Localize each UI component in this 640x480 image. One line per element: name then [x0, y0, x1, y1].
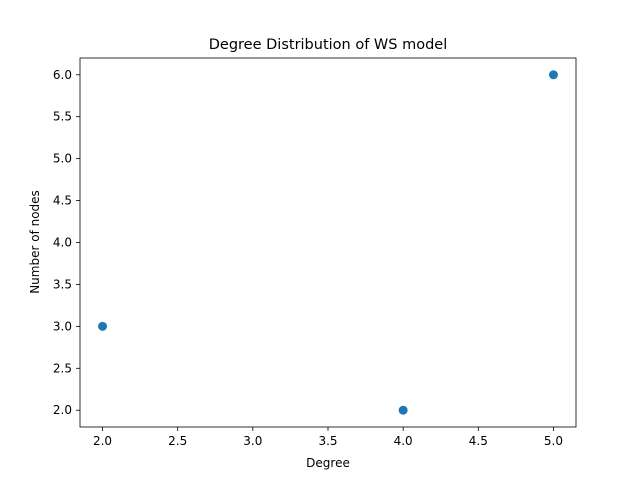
y-tick-label: 5.0 — [53, 152, 72, 166]
axes-frame — [79, 57, 577, 428]
x-tick-label: 3.0 — [243, 434, 262, 448]
x-tick-label: 3.5 — [318, 434, 337, 448]
x-tick-label: 4.0 — [394, 434, 413, 448]
x-tick-label: 2.0 — [93, 434, 112, 448]
y-tick-label: 3.5 — [53, 277, 72, 291]
data-point — [398, 405, 408, 415]
data-point — [98, 321, 108, 331]
y-tick-label: 2.5 — [53, 361, 72, 375]
x-axis-label: Degree — [306, 456, 350, 470]
x-tick-label: 4.5 — [469, 434, 488, 448]
x-tick-label: 5.0 — [544, 434, 563, 448]
chart-title: Degree Distribution of WS model — [209, 37, 447, 53]
plot-area: 2.0 2.5 3.0 3.5 4.0 4.5 5.0 2.0 2.5 3.0 3.5 4.0 4.5 5… — [53, 57, 577, 448]
y-tick-label: 3.0 — [53, 319, 72, 333]
y-tick-label: 2.0 — [53, 403, 72, 417]
y-tick-label: 4.0 — [53, 236, 72, 250]
data-point — [548, 70, 558, 80]
x-tick-label: 2.5 — [168, 434, 187, 448]
y-tick-label: 4.5 — [53, 194, 72, 208]
y-axis-label: Number of nodes — [28, 190, 42, 294]
y-tick-label: 5.5 — [53, 110, 72, 124]
y-tick-label: 6.0 — [53, 68, 72, 82]
